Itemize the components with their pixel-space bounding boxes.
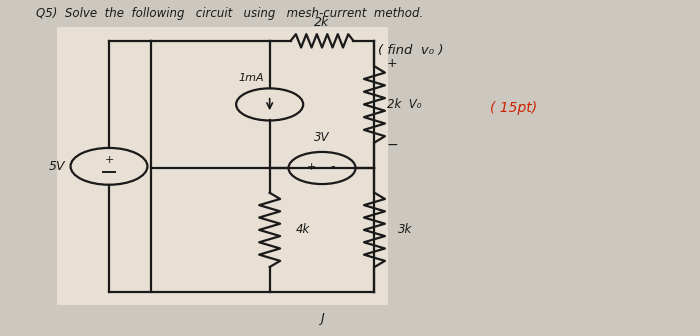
Text: J: J xyxy=(320,312,324,325)
Text: ( find  v₀ ): ( find v₀ ) xyxy=(378,44,443,57)
Text: 4k: 4k xyxy=(295,223,310,237)
Text: +: + xyxy=(307,162,316,172)
Text: +: + xyxy=(387,57,398,70)
Text: 2k: 2k xyxy=(314,16,330,29)
Text: +: + xyxy=(104,155,113,165)
Text: ( 15pt): ( 15pt) xyxy=(490,101,537,115)
Text: 5V: 5V xyxy=(49,160,66,173)
Text: -: - xyxy=(330,161,335,173)
Text: −: − xyxy=(387,138,399,152)
Text: 3k: 3k xyxy=(398,223,412,237)
FancyBboxPatch shape xyxy=(57,28,388,305)
Text: 2k  V₀: 2k V₀ xyxy=(387,98,421,111)
Text: 3V: 3V xyxy=(314,131,330,143)
Text: Q5)  Solve  the  following   circuit   using   mesh-current  method.: Q5) Solve the following circuit using me… xyxy=(36,7,423,20)
Text: 1mA: 1mA xyxy=(239,73,264,83)
